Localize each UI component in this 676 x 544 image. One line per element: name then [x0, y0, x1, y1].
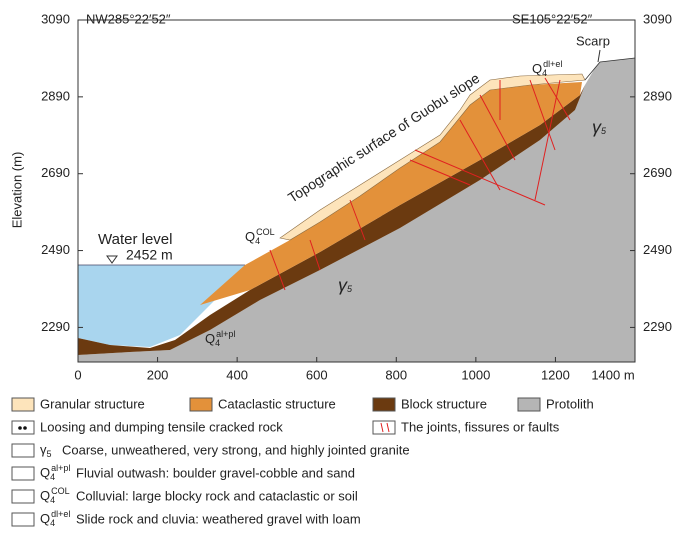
legend-text: Cataclastic structure: [218, 396, 336, 411]
legend-text: Granular structure: [40, 396, 145, 411]
y-tick-label: 3090: [41, 11, 70, 26]
cross-section: [78, 58, 635, 362]
symbol-sub: 4: [50, 518, 55, 528]
symbol-base: Q: [205, 331, 215, 346]
x-tick-label: 1000: [461, 367, 490, 382]
y-tick-label: 2690: [41, 165, 70, 180]
swatch: [12, 398, 34, 411]
legend-rows: γ5 Coarse, unweathered, very strong, and …: [12, 442, 410, 528]
water-elevation: 2452 m: [126, 247, 173, 263]
symbol-sup: al+pl: [51, 463, 70, 473]
x-tick-label: 1200: [541, 367, 570, 382]
swatch: [12, 444, 34, 457]
x-tick-label: 800: [385, 367, 407, 382]
legend-symbol: Q4al+pl: [40, 463, 70, 482]
symbol-sup: dl+el: [51, 509, 70, 519]
x-tick-label: 1400 m: [591, 367, 634, 382]
symbol-base: Q: [532, 61, 542, 76]
symbol-sub: 4: [542, 68, 547, 78]
legend-text: Fluvial outwash: boulder gravel-cobble a…: [76, 465, 355, 480]
swatch: [12, 513, 34, 526]
y-tick-label: 2290: [41, 319, 70, 334]
symbol-sub: 4: [50, 495, 55, 505]
legend-text: Loosing and dumping tensile cracked rock: [40, 419, 283, 434]
legend: Granular structure Cataclastic structure…: [12, 396, 594, 434]
y-tick-label: 2490: [643, 242, 672, 257]
legend-text: Slide rock and cluvia: weathered gravel …: [76, 511, 361, 526]
scarp-pointer: [598, 50, 600, 62]
swatch: [373, 421, 395, 434]
swatch: [12, 421, 34, 434]
symbol-sub: 4: [215, 338, 220, 348]
legend-symbol: γ5: [40, 442, 52, 459]
legend-text: Colluvial: large blocky rock and catacla…: [76, 488, 358, 503]
legend-text: Block structure: [401, 396, 487, 411]
q-col-label: Q4COL: [245, 227, 275, 246]
swatch: [518, 398, 540, 411]
symbol-base: Q: [40, 511, 50, 526]
y-tick-label: 3090: [643, 11, 672, 26]
symbol-base: Q: [245, 229, 255, 244]
y-label: Elevation (m): [9, 152, 24, 229]
swatch: [190, 398, 212, 411]
y-tick-label: 2290: [643, 319, 672, 334]
swatch: [12, 467, 34, 480]
legend-text: Coarse, unweathered, very strong, and hi…: [62, 442, 410, 457]
symbol-sub: 5: [47, 449, 52, 459]
symbol-base: Q: [40, 465, 50, 480]
direction-right: SE105°22′52″: [512, 11, 593, 26]
symbol-sup: dl+el: [543, 59, 562, 69]
y-tick-label: 2890: [41, 88, 70, 103]
water-symbol: [107, 256, 117, 263]
x-tick-label: 600: [306, 367, 328, 382]
swatch: [373, 398, 395, 411]
symbol-sup: COL: [256, 227, 275, 237]
y-tick-label: 2490: [41, 242, 70, 257]
direction-left: NW285°22′52″: [86, 11, 171, 26]
symbol-sub: 4: [255, 236, 260, 246]
figure: 0 200 400 600 800 1000 1200 1400 m 2290 2290 2490 2…: [0, 0, 676, 544]
symbol-sup: al+pl: [216, 329, 235, 339]
x-tick-label: 400: [226, 367, 248, 382]
legend-symbol: Q4COL: [40, 486, 70, 505]
symbol-sub: 4: [50, 472, 55, 482]
x-tick-label: 200: [147, 367, 169, 382]
symbol-base: Q: [40, 488, 50, 503]
legend-text: The joints, fissures or faults: [401, 419, 560, 434]
y-tick-label: 2890: [643, 88, 672, 103]
symbol-sup: COL: [51, 486, 70, 496]
legend-text: Protolith: [546, 396, 594, 411]
y-tick-label: 2690: [643, 165, 672, 180]
scarp: Scarp: [576, 33, 610, 48]
legend-symbol: Q4dl+el: [40, 509, 70, 528]
water-level: Water level: [98, 231, 172, 248]
x-tick-label: 0: [74, 367, 81, 382]
swatch: [12, 490, 34, 503]
